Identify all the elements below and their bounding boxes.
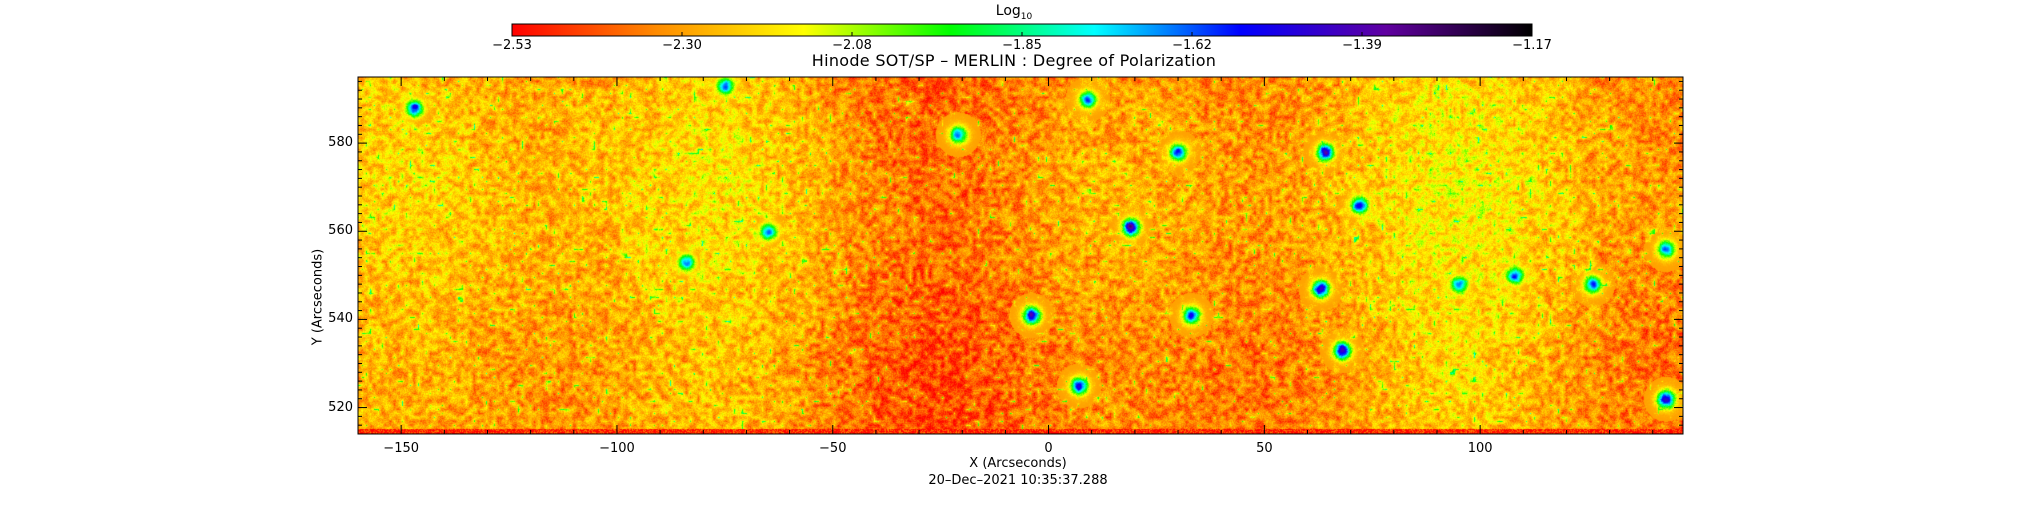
colorbar-tick-label: −1.62 <box>1172 38 1212 53</box>
colorbar-tick-label: −1.85 <box>1002 38 1042 53</box>
heatmap-canvas <box>358 77 1683 434</box>
x-tick-label: −100 <box>599 441 635 456</box>
y-axis-label: Y (Arcseconds) <box>310 248 326 346</box>
x-tick-label: −50 <box>819 441 847 456</box>
colorbar-tick-label: −2.30 <box>662 38 702 53</box>
x-tick-label: 0 <box>1044 441 1053 456</box>
x-tick-label: 100 <box>1467 441 1493 456</box>
y-tick-label: 540 <box>328 311 353 327</box>
colorbar-title: Log10 <box>995 3 1033 22</box>
colorbar-tick-label: −1.39 <box>1342 38 1382 53</box>
y-tick-label: 560 <box>328 223 353 239</box>
plot-title: Hinode SOT/SP – MERLIN : Degree of Polar… <box>811 51 1217 70</box>
x-axis-label: X (Arcseconds) <box>969 456 1067 471</box>
colorbar-tick-label: −1.17 <box>1512 38 1552 53</box>
x-tick-label: 50 <box>1256 441 1273 456</box>
timestamp: 20–Dec–2021 10:35:37.288 <box>928 473 1108 488</box>
plot-frame <box>357 76 1684 435</box>
x-tick-label: −150 <box>383 441 420 456</box>
y-tick-label: 520 <box>328 399 353 415</box>
colorbar-tick-label: −2.53 <box>492 38 532 53</box>
y-tick-label: 580 <box>328 135 353 151</box>
heatmap-image <box>358 77 1683 434</box>
colorbar-tick-label: −2.08 <box>832 38 872 53</box>
